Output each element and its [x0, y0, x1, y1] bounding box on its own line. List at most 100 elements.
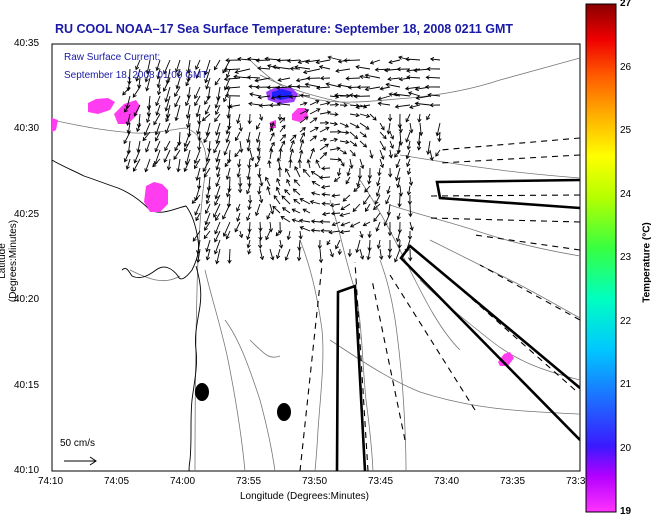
- current-vector-head: [276, 157, 281, 162]
- current-vector: [256, 122, 261, 130]
- current-vector: [198, 140, 201, 150]
- current-vector: [226, 230, 231, 239]
- current-vector: [214, 230, 221, 243]
- current-vector-head: [345, 76, 350, 81]
- y-tick-label: 40:20: [14, 294, 40, 306]
- current-vector-head: [246, 235, 251, 241]
- current-vector-head: [356, 84, 361, 90]
- current-vector-head: [247, 183, 252, 188]
- current-vector: [214, 77, 221, 86]
- current-vector-head: [214, 238, 219, 243]
- current-vector: [126, 113, 131, 126]
- polygon-north: [435, 178, 580, 210]
- current-vector-head: [204, 221, 209, 226]
- current-vector-head: [384, 68, 389, 73]
- current-vector-head: [155, 66, 160, 72]
- current-vector: [339, 158, 345, 167]
- current-vector: [316, 86, 331, 89]
- current-vector-head: [325, 120, 330, 126]
- current-vector-head: [225, 85, 230, 91]
- current-vector-head: [281, 207, 287, 212]
- current-vector-head: [205, 256, 210, 261]
- current-vector-head: [228, 104, 233, 109]
- current-vector: [315, 159, 321, 169]
- current-vector: [229, 104, 241, 108]
- current-vector-head: [376, 244, 382, 250]
- current-vector-head: [275, 186, 280, 191]
- colorbar-tick-label: 27: [620, 0, 632, 9]
- current-vector-head: [345, 130, 350, 135]
- current-vector-head: [132, 93, 137, 98]
- current-vector-head: [296, 84, 301, 89]
- current-vector: [142, 131, 151, 141]
- current-vector-head: [314, 126, 319, 131]
- current-vector-head: [247, 206, 252, 211]
- current-vector-head: [267, 64, 272, 69]
- current-vector-head: [337, 250, 342, 256]
- current-vector: [155, 122, 161, 135]
- current-vector-head: [247, 199, 253, 204]
- current-vector-head: [176, 168, 181, 173]
- current-vector: [357, 176, 361, 187]
- current-vector-head: [174, 147, 179, 152]
- current-vector: [386, 83, 401, 88]
- current-vector-head: [234, 153, 239, 158]
- current-vector: [174, 140, 181, 151]
- current-vector: [426, 113, 431, 120]
- current-vector: [174, 86, 181, 97]
- current-vector: [187, 104, 191, 119]
- current-vector-head: [374, 200, 379, 205]
- current-vector-head: [135, 65, 140, 71]
- current-vector-head: [342, 150, 348, 155]
- current-vector-head: [304, 59, 310, 64]
- current-vector: [393, 93, 411, 97]
- current-vector: [409, 176, 412, 186]
- current-vector: [206, 194, 211, 204]
- current-vector: [214, 59, 221, 70]
- current-vector: [259, 113, 263, 121]
- current-vector-head: [275, 254, 281, 260]
- current-vector-head: [355, 112, 360, 118]
- current-vector: [269, 203, 274, 214]
- current-vector: [205, 212, 211, 225]
- current-vector-head: [318, 259, 324, 264]
- current-vector-head: [213, 149, 218, 154]
- current-vector-head: [362, 222, 367, 227]
- y-tick-label: 40:15: [14, 379, 40, 391]
- current-vector: [205, 203, 211, 214]
- current-vector-head: [156, 83, 161, 89]
- current-vector: [138, 77, 141, 88]
- current-vector-head: [329, 253, 334, 258]
- current-vector: [187, 68, 191, 82]
- current-vector-head: [214, 110, 219, 116]
- current-vector-head: [236, 207, 241, 212]
- current-vector-head: [363, 200, 367, 205]
- current-vector: [228, 194, 231, 208]
- current-vector: [363, 194, 371, 205]
- current-vector: [415, 102, 431, 106]
- current-vector-head: [133, 112, 138, 117]
- current-vector-head: [264, 56, 269, 62]
- current-vector: [224, 158, 231, 167]
- current-vector-head: [329, 202, 335, 208]
- current-vector-head: [205, 85, 210, 90]
- current-vector-head: [425, 75, 430, 80]
- current-vector-head: [164, 129, 170, 135]
- current-vector-head: [237, 163, 242, 168]
- current-vector: [339, 149, 347, 155]
- current-vector-head: [334, 102, 340, 107]
- colorbar: [585, 3, 617, 513]
- current-vector: [299, 139, 304, 151]
- current-vector-head: [435, 152, 440, 157]
- current-vector: [175, 104, 181, 121]
- current-vector-head: [215, 216, 219, 221]
- current-vector: [329, 138, 338, 142]
- current-vector: [222, 203, 231, 220]
- sst-pixel: [114, 100, 140, 124]
- current-vector: [438, 131, 441, 142]
- current-vector-head: [177, 141, 182, 147]
- current-vector-head: [194, 94, 198, 100]
- current-vector: [152, 158, 161, 167]
- current-vector-head: [135, 77, 140, 82]
- current-vector-head: [293, 179, 298, 184]
